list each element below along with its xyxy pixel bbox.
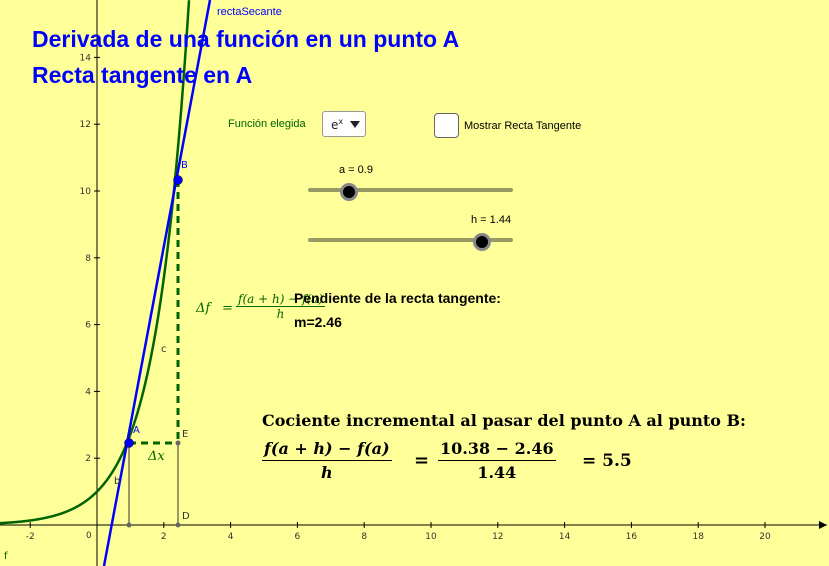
label-c-segment: c bbox=[161, 344, 167, 355]
quotient-title: Cociente incremental al pasar del punto … bbox=[262, 411, 746, 430]
quotient-formula: f(a + h) − f(a) h bbox=[262, 439, 392, 482]
quotient-result: = 5.5 bbox=[582, 451, 632, 471]
x-tick-label: 4 bbox=[228, 532, 234, 542]
slope-title: Pendiente de la recta tangente: bbox=[294, 290, 501, 306]
origin-label: 0 bbox=[86, 531, 92, 541]
function-label: f bbox=[4, 551, 8, 562]
slider-h-track[interactable] bbox=[308, 238, 513, 242]
x-tick-label: 18 bbox=[692, 532, 704, 542]
y-tick-label: 14 bbox=[80, 53, 92, 63]
label-e: E bbox=[182, 429, 188, 440]
function-dropdown-value: ex bbox=[331, 117, 344, 132]
y-tick-label: 6 bbox=[85, 321, 91, 331]
y-tick-label: 10 bbox=[80, 187, 92, 197]
x-tick-label: 2 bbox=[161, 532, 167, 542]
point-foot-a bbox=[126, 522, 132, 528]
function-selector-label: Función elegida bbox=[228, 118, 306, 130]
x-tick-label: 12 bbox=[492, 532, 503, 542]
title-derivative: Derivada de una función en un punto A bbox=[32, 26, 460, 52]
slider-h-handle[interactable] bbox=[473, 233, 492, 251]
slider-a-track[interactable] bbox=[308, 188, 513, 192]
slope-value: m=2.46 bbox=[294, 314, 342, 330]
slider-a-handle[interactable] bbox=[340, 183, 358, 201]
point-b[interactable] bbox=[173, 175, 183, 185]
y-axis-ticks: 2 4 6 8 10 12 14 bbox=[80, 53, 100, 464]
x-axis-arrow bbox=[819, 521, 827, 529]
function-dropdown[interactable]: ex bbox=[322, 111, 366, 137]
y-tick-label: 12 bbox=[80, 120, 91, 130]
equals-sign: = bbox=[414, 450, 430, 471]
point-a[interactable] bbox=[124, 438, 134, 448]
label-a: A bbox=[133, 425, 140, 436]
quotient-values: 10.38 − 2.46 1.44 bbox=[438, 439, 556, 482]
show-tangent-label[interactable]: Mostrar Recta Tangente bbox=[464, 120, 582, 132]
x-tick-label: 6 bbox=[295, 532, 301, 542]
label-d: D bbox=[182, 511, 190, 522]
label-b-segment: b bbox=[114, 476, 120, 487]
x-tick-label: 10 bbox=[425, 532, 437, 542]
function-curve[interactable] bbox=[0, 0, 191, 525]
y-tick-label: 2 bbox=[85, 454, 91, 464]
title-tangent: Recta tangente en A bbox=[32, 62, 253, 88]
x-tick-label: -2 bbox=[26, 532, 35, 542]
x-tick-label: 14 bbox=[559, 532, 571, 542]
slider-a-label: a = 0.9 bbox=[339, 164, 373, 176]
x-tick-label: 20 bbox=[759, 532, 771, 542]
point-e bbox=[175, 440, 181, 446]
show-tangent-checkbox[interactable] bbox=[434, 113, 459, 138]
point-d bbox=[175, 522, 181, 528]
x-tick-label: 8 bbox=[361, 532, 367, 542]
slider-h-label: h = 1.44 bbox=[471, 214, 512, 226]
y-tick-label: 8 bbox=[85, 254, 91, 264]
label-b: B bbox=[181, 160, 188, 171]
x-tick-label: 16 bbox=[626, 532, 638, 542]
chevron-down-icon bbox=[350, 121, 360, 128]
delta-x-annotation: Δx bbox=[148, 449, 165, 464]
secant-line[interactable] bbox=[102, 0, 212, 566]
x-axis-ticks: -2 2 4 6 8 10 12 14 16 18 20 bbox=[26, 522, 771, 542]
secant-label: rectaSecante bbox=[217, 6, 282, 18]
y-tick-label: 4 bbox=[85, 387, 91, 397]
